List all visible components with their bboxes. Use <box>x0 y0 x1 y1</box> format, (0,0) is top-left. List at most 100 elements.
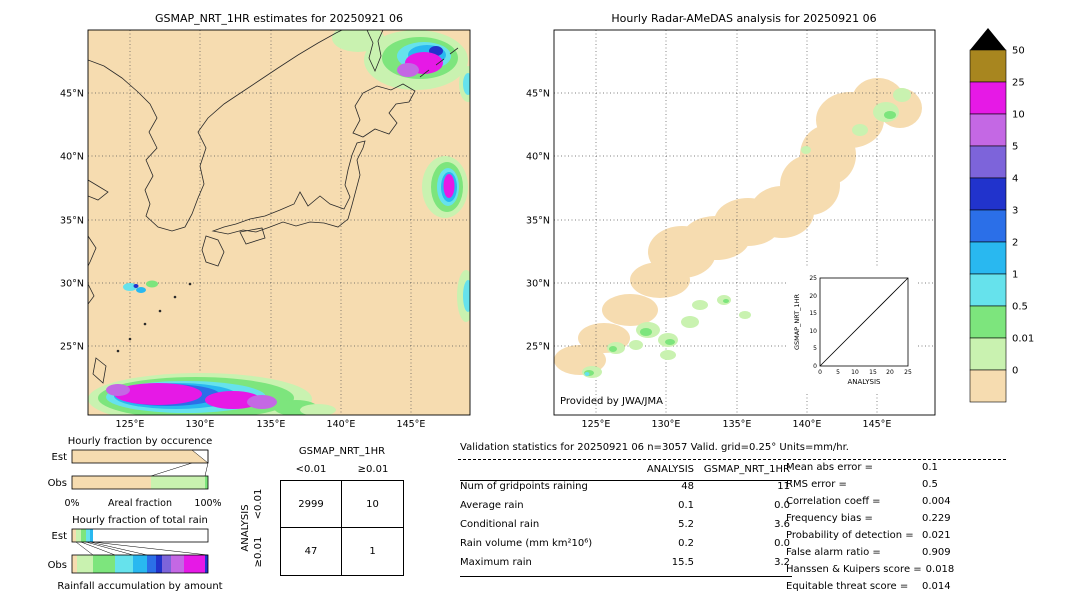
bar-segment <box>72 529 76 542</box>
left-map-frame <box>87 29 471 416</box>
bar-segment <box>72 450 208 463</box>
inset-x-tick: 10 <box>851 369 859 376</box>
metric-row: False alarm ratio = 0.909 <box>786 547 1076 564</box>
lon-tick-label: 125°E <box>582 419 611 430</box>
fan-connector <box>80 541 116 556</box>
metric-value: 0.021 <box>922 530 951 541</box>
colorbar-label: 4 <box>1012 174 1018 185</box>
rain-blob <box>114 383 202 405</box>
colorbar-label: 25 <box>1012 78 1025 89</box>
rain-blob <box>640 328 652 336</box>
totalrain-chart-caption: Rainfall accumulation by amount <box>57 581 222 592</box>
colorbar-label: 0.01 <box>1012 334 1034 345</box>
rain-blob <box>681 316 699 328</box>
stats-value-analysis: 5.2 <box>678 519 694 530</box>
fraction-charts: Hourly fraction by occurence Est Obs 0% … <box>48 436 223 592</box>
lat-tick-label: 30°N <box>60 279 84 290</box>
rain-blob <box>133 284 139 288</box>
fan-connector <box>204 462 209 477</box>
colorbar-label: 0.5 <box>1012 302 1028 313</box>
right-map-title: Hourly Radar-AMeDAS analysis for 2025092… <box>611 12 877 25</box>
rain-blob <box>332 30 384 52</box>
metric-row: Equitable threat score = 0.014 <box>786 581 1076 598</box>
bar-segment <box>147 555 156 573</box>
colorbar-segment <box>969 81 1007 115</box>
stats-table-header: ANALYSIS GSMAP_NRT_1HR <box>460 464 792 481</box>
fan-connector <box>89 541 148 556</box>
axis-min-label: 0% <box>64 498 79 509</box>
colorbar-segment <box>969 369 1007 403</box>
metric-row: Mean abs error = 0.1 <box>786 462 1076 479</box>
left-map-precipitation <box>88 30 470 415</box>
stats-title: Validation statistics for 20250921 06 n=… <box>460 442 849 453</box>
identity-line <box>819 277 909 367</box>
lat-tick-label: 35°N <box>60 216 84 227</box>
contingency-cell: 2999 <box>281 481 342 528</box>
colorbar-segment <box>969 49 1007 83</box>
inset-x-tick: 20 <box>886 369 894 376</box>
contingency-row-label: <0.01 <box>253 488 264 520</box>
coverage-blob <box>602 294 658 326</box>
contingency-col-label: <0.01 <box>295 464 327 475</box>
colorbar-label: 3 <box>1012 206 1018 217</box>
left-map: 45°N 40°N 35°N 30°N 25°N 125°E 130°E 135… <box>60 29 471 431</box>
colorbar-segment <box>969 337 1007 371</box>
metric-label: Frequency bias = <box>786 513 873 524</box>
lon-tick-label: 140°E <box>793 419 822 430</box>
lon-tick-label: 140°E <box>327 419 356 430</box>
stats-table-body: Num of gridpoints raining 48 11 Average … <box>460 481 792 577</box>
stats-row: Conditional rain 5.2 3.6 <box>460 519 792 538</box>
bar-segment <box>162 555 171 573</box>
skill-scores-list: Mean abs error = 0.1 RMS error = 0.5 Cor… <box>786 462 1076 598</box>
occurrence-est-bar <box>71 449 209 464</box>
colorbar-label: 5 <box>1012 142 1018 153</box>
metric-value: 0.5 <box>922 479 938 490</box>
est-row-label: Est <box>52 531 68 542</box>
stats-table: ANALYSIS GSMAP_NRT_1HR Num of gridpoints… <box>460 464 792 577</box>
obs-row-label: Obs <box>48 478 67 489</box>
bar-segment <box>90 529 93 542</box>
metric-label: Correlation coeff = <box>786 496 881 507</box>
colorbar-segment <box>969 177 1007 211</box>
bar-outline <box>71 528 209 543</box>
stats-row-label: Average rain <box>460 500 524 511</box>
bar-segment <box>76 529 81 542</box>
inset-x-tick: 5 <box>836 369 840 376</box>
occurrence-chart-title: Hourly fraction by occurence <box>68 436 212 447</box>
rain-blob <box>609 346 617 352</box>
lon-tick-label: 130°E <box>186 419 215 430</box>
left-map-title: GSMAP_NRT_1HR estimates for 20250921 06 <box>154 12 404 25</box>
inset-x-tick: 15 <box>869 369 877 376</box>
contingency-row-group-label: ANALYSIS <box>240 504 251 552</box>
stats-value-analysis: 15.5 <box>671 557 694 568</box>
stats-row-label: Maximum rain <box>460 557 532 568</box>
contingency-cell: 47 <box>281 528 342 575</box>
divider-dashed <box>458 459 1006 460</box>
rain-blob <box>852 124 868 136</box>
left-map-axis-labels: 45°N 40°N 35°N 30°N 25°N 125°E 130°E 135… <box>60 89 425 431</box>
metric-label: Probability of detection = <box>786 530 914 541</box>
right-map-frame <box>553 29 936 416</box>
metric-value: 0.014 <box>922 581 951 592</box>
metric-row: Correlation coeff = 0.004 <box>786 496 1076 513</box>
rain-blob <box>443 174 455 198</box>
colorbar-label: 50 <box>1012 46 1025 57</box>
contingency-col-group-label: GSMAP_NRT_1HR <box>298 446 386 457</box>
rain-blob <box>665 339 675 345</box>
inset-x-axis-label: ANALYSIS <box>847 378 881 386</box>
right-map-precipitation <box>582 88 911 378</box>
stats-value-analysis: 0.2 <box>678 538 694 549</box>
metric-label: False alarm ratio = <box>786 547 881 558</box>
metric-value: 0.909 <box>922 547 951 558</box>
rain-blob <box>106 384 130 396</box>
contingency-cell: 1 <box>369 546 376 557</box>
est-row-label: Est <box>52 452 68 463</box>
rain-blob <box>873 102 899 122</box>
bar-segment <box>205 555 208 573</box>
rain-blob <box>123 283 137 291</box>
bar-segment <box>93 555 115 573</box>
totalrain-chart-title: Hourly fraction of total rain <box>72 515 208 526</box>
lat-tick-label: 25°N <box>60 342 84 353</box>
stats-value-analysis: 0.1 <box>678 500 694 511</box>
